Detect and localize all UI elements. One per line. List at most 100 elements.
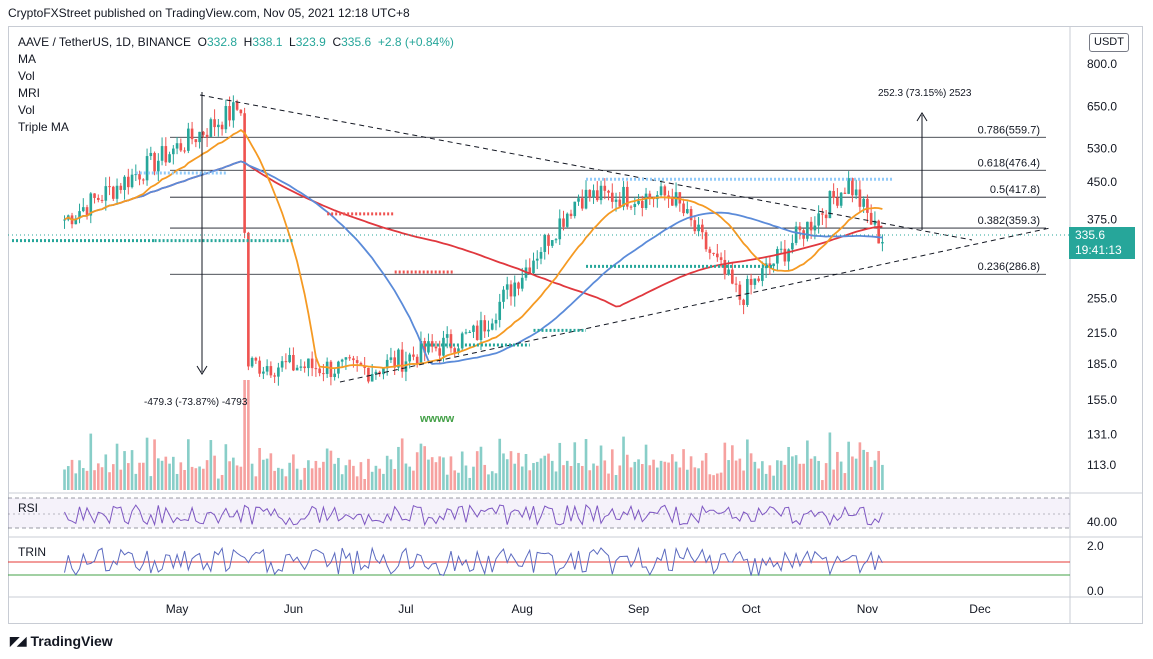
change-value: +2.8 (+0.84%) bbox=[377, 35, 454, 49]
volume-bar bbox=[265, 458, 269, 490]
price-tick-label: 450.0 bbox=[1087, 175, 1117, 189]
volume-bar bbox=[588, 470, 592, 490]
volume-bar bbox=[764, 473, 768, 490]
indicator-vol[interactable]: Vol bbox=[18, 69, 35, 83]
volume-bar bbox=[385, 455, 389, 490]
candle-body bbox=[547, 234, 550, 246]
candle-body bbox=[772, 263, 775, 267]
volume-bar bbox=[464, 465, 468, 490]
volume-bar bbox=[453, 470, 457, 490]
volume-bar bbox=[355, 476, 359, 490]
candle-body bbox=[430, 341, 434, 347]
candle-body bbox=[205, 134, 209, 137]
candle-body bbox=[697, 224, 700, 232]
candle-body bbox=[787, 249, 790, 262]
candle-body bbox=[153, 152, 156, 172]
candle-body bbox=[592, 190, 595, 198]
candle-body bbox=[689, 209, 693, 221]
indicator-ma[interactable]: MA bbox=[18, 52, 36, 66]
volume-bar bbox=[873, 460, 877, 490]
candle-body bbox=[749, 278, 753, 285]
candle-body bbox=[164, 146, 168, 163]
ma-orange-line bbox=[64, 129, 883, 369]
candle-body bbox=[295, 367, 299, 371]
volume-bar bbox=[295, 468, 299, 490]
volume-bar bbox=[757, 468, 760, 490]
volume-bar bbox=[258, 447, 261, 490]
volume-bar bbox=[108, 472, 111, 490]
candle-body bbox=[821, 213, 824, 215]
volume-bar bbox=[310, 468, 314, 490]
volume-bar bbox=[430, 457, 434, 490]
pattern-annotation: wwww bbox=[419, 413, 455, 425]
candle-body bbox=[869, 212, 873, 225]
low-value: 323.9 bbox=[295, 35, 326, 49]
indicator-triple-ma[interactable]: Triple MA bbox=[18, 120, 69, 134]
volume-bar bbox=[145, 437, 149, 490]
candle-body bbox=[460, 333, 464, 349]
volume-bar bbox=[517, 452, 520, 490]
candle-body bbox=[175, 143, 179, 149]
volume-bar bbox=[824, 463, 828, 490]
candle-body bbox=[280, 361, 284, 368]
high-value: 338.1 bbox=[252, 35, 283, 49]
volume-bar bbox=[168, 463, 171, 490]
volume-bar bbox=[738, 458, 742, 490]
trin-line bbox=[64, 546, 883, 577]
indicator-mri[interactable]: MRI bbox=[18, 86, 40, 100]
candle-body bbox=[235, 102, 239, 110]
volume-bar bbox=[442, 457, 445, 490]
volume-bar bbox=[862, 449, 865, 490]
candle-body bbox=[104, 186, 108, 201]
volume-bar bbox=[569, 466, 573, 490]
candles bbox=[63, 95, 884, 386]
volume-bar bbox=[149, 476, 153, 490]
volume-bar bbox=[370, 471, 374, 490]
candle-body bbox=[866, 198, 869, 213]
volume-bar bbox=[269, 453, 273, 490]
candle-body bbox=[404, 361, 408, 372]
volume-bar bbox=[400, 438, 404, 490]
candle-body bbox=[250, 357, 254, 367]
volume-bar bbox=[449, 456, 453, 490]
volume-bar bbox=[614, 475, 618, 490]
candle-body bbox=[123, 176, 126, 190]
candle-body bbox=[498, 301, 502, 320]
volume-bar bbox=[487, 474, 490, 490]
volume-bar bbox=[254, 476, 258, 490]
volume-bar bbox=[157, 458, 160, 490]
currency-button[interactable]: USDT bbox=[1089, 33, 1129, 52]
candle-body bbox=[475, 325, 479, 340]
rsi-pane-title: RSI bbox=[18, 501, 38, 515]
candle-body bbox=[670, 198, 674, 206]
candle-body bbox=[851, 178, 854, 196]
volume-bar bbox=[307, 460, 310, 490]
volume-bar bbox=[318, 467, 321, 490]
volume-bar bbox=[78, 460, 81, 490]
last-price-tag: 335.6 19:41:13 bbox=[1069, 227, 1135, 259]
volume-bar bbox=[66, 466, 70, 490]
volume-bar bbox=[273, 470, 276, 490]
candle-body bbox=[220, 124, 224, 130]
volume-bar bbox=[806, 440, 809, 490]
volume-bar bbox=[438, 456, 442, 490]
volume-bar bbox=[787, 446, 790, 490]
volume-bar bbox=[141, 462, 145, 490]
time-tick-label: Jun bbox=[284, 602, 303, 616]
volume-bar bbox=[172, 456, 175, 490]
candle-body bbox=[659, 186, 663, 196]
candle-body bbox=[757, 278, 760, 281]
candle-body bbox=[817, 213, 820, 226]
volume-bar bbox=[881, 464, 884, 490]
volume-bar bbox=[412, 470, 415, 490]
candle-body bbox=[479, 320, 483, 340]
volume-bar bbox=[742, 470, 745, 490]
volume-bar bbox=[126, 463, 130, 490]
candle-body bbox=[74, 218, 78, 225]
volume-bar bbox=[243, 380, 246, 490]
price-tick-label: 650.0 bbox=[1087, 100, 1117, 114]
volume-bar bbox=[866, 451, 869, 490]
tradingview-logo[interactable]: ◤◢ TradingView bbox=[10, 633, 113, 649]
indicator-vol-2[interactable]: Vol bbox=[18, 103, 35, 117]
